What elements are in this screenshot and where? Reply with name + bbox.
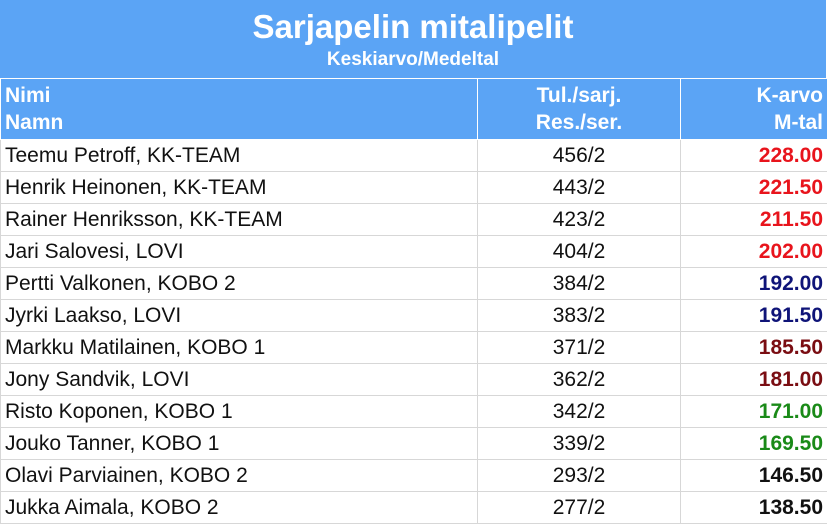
player-result: 371/2	[478, 332, 681, 364]
player-result: 339/2	[478, 428, 681, 460]
column-header-result: Tul./sarj. Res./ser.	[478, 79, 681, 140]
player-name: Jony Sandvik, LOVI	[1, 364, 478, 396]
player-result: 443/2	[478, 172, 681, 204]
player-average: 192.00	[681, 268, 827, 300]
player-name: Olavi Parviainen, KOBO 2	[1, 460, 478, 492]
player-name: Teemu Petroff, KK-TEAM	[1, 140, 478, 172]
player-average: 138.50	[681, 492, 827, 524]
player-average: 221.50	[681, 172, 827, 204]
player-result: 277/2	[478, 492, 681, 524]
player-result: 404/2	[478, 236, 681, 268]
player-result: 383/2	[478, 300, 681, 332]
player-name: Jyrki Laakso, LOVI	[1, 300, 478, 332]
column-header-name-sv: Namn	[5, 109, 477, 136]
player-name: Jouko Tanner, KOBO 1	[1, 428, 478, 460]
player-name: Risto Koponen, KOBO 1	[1, 396, 478, 428]
column-header-average-fi: K-arvo	[681, 82, 823, 109]
column-header-average: K-arvo M-tal	[681, 79, 827, 140]
player-average: 228.00	[681, 140, 827, 172]
column-header-name: Nimi Namn	[1, 79, 478, 140]
player-result: 362/2	[478, 364, 681, 396]
player-name: Pertti Valkonen, KOBO 2	[1, 268, 478, 300]
player-result: 384/2	[478, 268, 681, 300]
player-name: Jukka Aimala, KOBO 2	[1, 492, 478, 524]
results-table: Nimi Namn Tul./sarj. Res./ser. K-arvo M-…	[0, 78, 827, 524]
player-average: 191.50	[681, 300, 827, 332]
page-subtitle: Keskiarvo/Medeltal	[0, 48, 826, 72]
player-result: 423/2	[478, 204, 681, 236]
player-average: 146.50	[681, 460, 827, 492]
player-name: Henrik Heinonen, KK-TEAM	[1, 172, 478, 204]
table-header: Nimi Namn Tul./sarj. Res./ser. K-arvo M-…	[1, 79, 827, 140]
player-average: 169.50	[681, 428, 827, 460]
column-header-name-fi: Nimi	[5, 82, 477, 109]
player-average: 202.00	[681, 236, 827, 268]
column-header-result-sv: Res./ser.	[478, 109, 680, 136]
page-title: Sarjapelin mitalipelit	[0, 0, 826, 47]
player-result: 342/2	[478, 396, 681, 428]
player-average: 181.00	[681, 364, 827, 396]
title-block: Sarjapelin mitalipelit Keskiarvo/Medelta…	[0, 0, 827, 78]
player-result: 293/2	[478, 460, 681, 492]
player-average: 185.50	[681, 332, 827, 364]
player-average: 171.00	[681, 396, 827, 428]
player-name: Markku Matilainen, KOBO 1	[1, 332, 478, 364]
player-average: 211.50	[681, 204, 827, 236]
player-name: Rainer Henriksson, KK-TEAM	[1, 204, 478, 236]
player-result: 456/2	[478, 140, 681, 172]
player-name: Jari Salovesi, LOVI	[1, 236, 478, 268]
column-header-average-sv: M-tal	[681, 109, 823, 136]
column-header-result-fi: Tul./sarj.	[478, 82, 680, 109]
